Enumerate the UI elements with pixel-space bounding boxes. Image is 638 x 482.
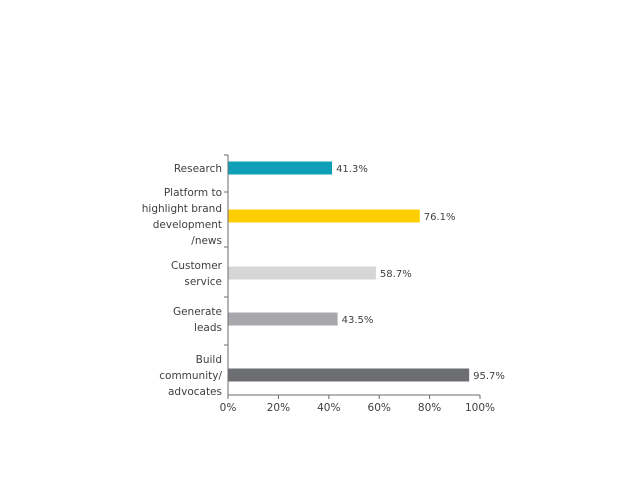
bar [228, 161, 333, 175]
category-label-line: service [184, 276, 222, 288]
category-label: Research [174, 163, 222, 175]
x-tick-label: 40% [317, 402, 340, 414]
category-label-line: Customer [171, 260, 223, 272]
bar [228, 209, 420, 223]
data-label: 76.1% [424, 212, 456, 223]
category-label-line: leads [194, 322, 222, 334]
category-label-line: Research [174, 163, 222, 175]
data-label: 41.3% [336, 164, 368, 175]
x-tick-label: 60% [368, 402, 391, 414]
category-label-line: Platform to [164, 187, 222, 199]
data-label: 43.5% [342, 315, 374, 326]
category-label: Build community/advocates [159, 354, 222, 398]
category-label-line: Generate [173, 306, 222, 318]
bar [228, 368, 470, 382]
data-label: 58.7% [380, 269, 412, 280]
category-label: Platform to highlight brand development/ne… [142, 187, 222, 247]
category-label-line: Build [196, 354, 222, 366]
bar [228, 266, 376, 280]
x-tick-label: 100% [465, 402, 495, 414]
category-label-line: highlight brand [142, 203, 222, 215]
category-label: Generate leads [173, 306, 222, 334]
category-label-line: development [153, 219, 222, 231]
category-label-line: advocates [168, 386, 222, 398]
x-tick-label: 80% [418, 402, 441, 414]
category-label-line: community/ [159, 370, 222, 382]
data-label: 95.7% [473, 371, 505, 382]
category-label-line: /news [191, 235, 222, 247]
x-tick-label: 20% [267, 402, 290, 414]
bar [228, 312, 338, 326]
category-label: Customer service [171, 260, 223, 288]
x-tick-label: 0% [220, 402, 237, 414]
